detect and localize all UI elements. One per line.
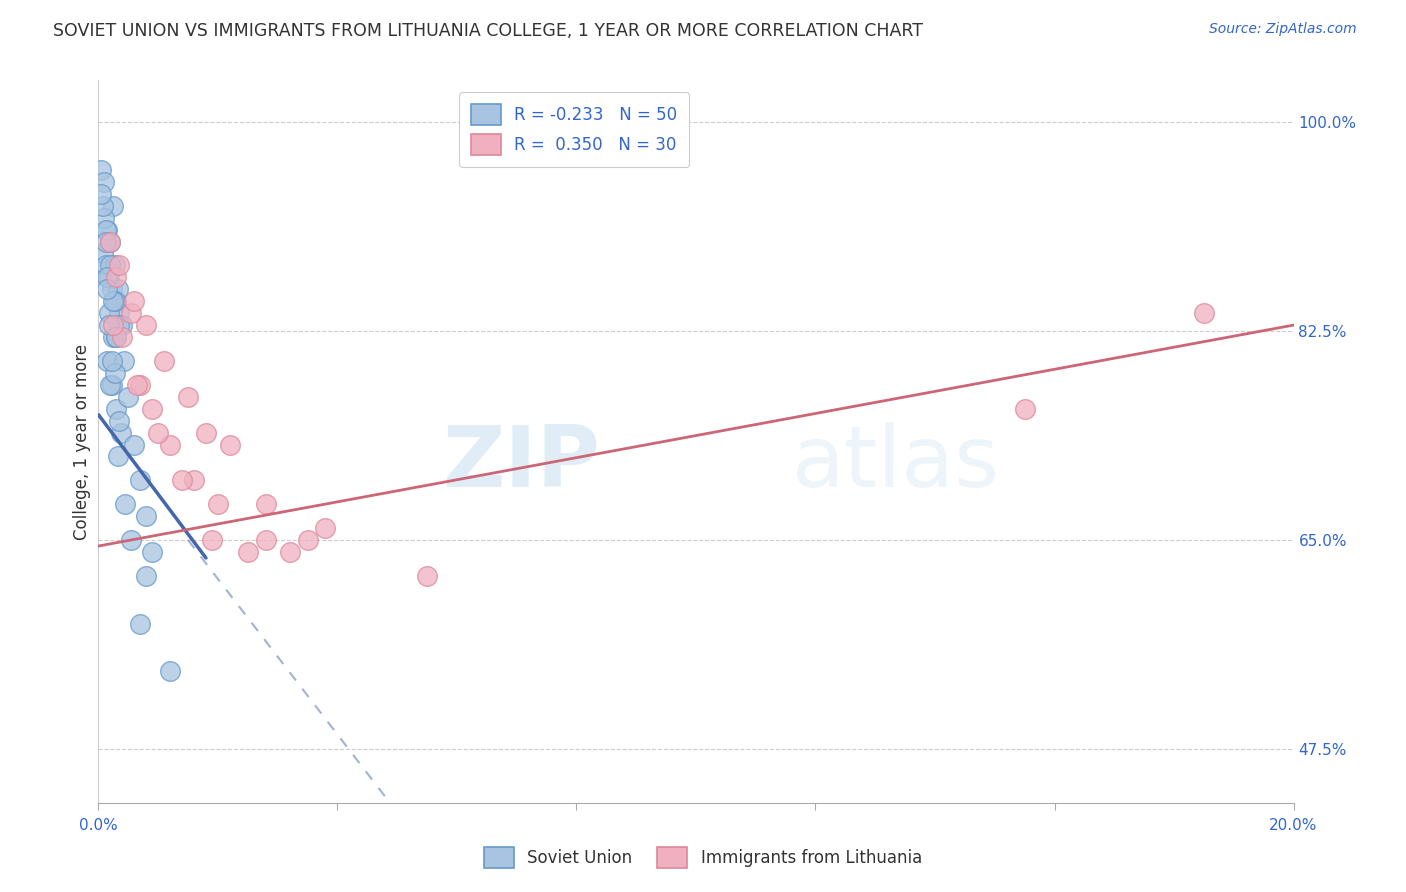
Point bbox=[416, 569, 439, 583]
Point bbox=[100, 377, 122, 392]
Point bbox=[100, 282, 122, 296]
Point bbox=[104, 259, 127, 273]
Point bbox=[114, 497, 136, 511]
Point bbox=[153, 354, 176, 368]
Point bbox=[98, 270, 121, 285]
Point bbox=[254, 533, 277, 547]
Point bbox=[103, 199, 125, 213]
Point bbox=[159, 437, 181, 451]
Point bbox=[90, 186, 112, 201]
Point bbox=[111, 330, 134, 344]
Point bbox=[104, 366, 127, 380]
Point bbox=[177, 390, 200, 404]
Point bbox=[315, 521, 337, 535]
Legend: R = -0.233   N = 50, R =  0.350   N = 30: R = -0.233 N = 50, R = 0.350 N = 30 bbox=[460, 92, 689, 167]
Point bbox=[135, 509, 157, 524]
Point bbox=[111, 318, 134, 332]
Point bbox=[141, 545, 163, 559]
Point bbox=[108, 259, 131, 273]
Point bbox=[98, 235, 122, 249]
Point bbox=[96, 270, 118, 285]
Text: SOVIET UNION VS IMMIGRANTS FROM LITHUANIA COLLEGE, 1 YEAR OR MORE CORRELATION CH: SOVIET UNION VS IMMIGRANTS FROM LITHUANI… bbox=[53, 22, 924, 40]
Point bbox=[103, 330, 125, 344]
Legend: Soviet Union, Immigrants from Lithuania: Soviet Union, Immigrants from Lithuania bbox=[477, 840, 929, 875]
Point bbox=[129, 616, 152, 631]
Point bbox=[207, 497, 229, 511]
Point bbox=[98, 377, 122, 392]
Point bbox=[105, 330, 128, 344]
Point bbox=[104, 294, 127, 309]
Point bbox=[219, 437, 242, 451]
Point bbox=[120, 306, 142, 320]
Point bbox=[103, 318, 125, 332]
Point bbox=[98, 318, 121, 332]
Point bbox=[110, 425, 132, 440]
Point bbox=[183, 474, 205, 488]
Point bbox=[108, 414, 131, 428]
Point bbox=[135, 569, 157, 583]
Point bbox=[201, 533, 224, 547]
Point bbox=[129, 377, 152, 392]
Point bbox=[100, 354, 122, 368]
Point bbox=[236, 545, 259, 559]
Point bbox=[91, 199, 114, 213]
Point bbox=[148, 425, 170, 440]
Point bbox=[117, 390, 139, 404]
Point bbox=[91, 246, 114, 260]
Point bbox=[105, 330, 128, 344]
Point bbox=[98, 235, 122, 249]
Point bbox=[254, 497, 277, 511]
Point bbox=[172, 474, 194, 488]
Point bbox=[103, 294, 125, 309]
Point bbox=[159, 665, 181, 679]
Point bbox=[105, 294, 128, 309]
Point bbox=[90, 162, 112, 177]
Point bbox=[107, 450, 129, 464]
Point bbox=[93, 175, 115, 189]
Point bbox=[107, 282, 129, 296]
Point bbox=[94, 235, 117, 249]
Point bbox=[96, 222, 118, 236]
Text: ZIP: ZIP bbox=[443, 422, 600, 505]
Point bbox=[98, 259, 122, 273]
Point bbox=[108, 306, 131, 320]
Point bbox=[1014, 401, 1036, 416]
Point bbox=[96, 354, 118, 368]
Point bbox=[94, 222, 117, 236]
Point bbox=[297, 533, 319, 547]
Point bbox=[129, 474, 152, 488]
Point bbox=[141, 401, 163, 416]
Point bbox=[93, 211, 115, 225]
Point bbox=[1192, 306, 1215, 320]
Y-axis label: College, 1 year or more: College, 1 year or more bbox=[73, 343, 91, 540]
Point bbox=[96, 282, 118, 296]
Point bbox=[127, 377, 149, 392]
Point bbox=[120, 533, 142, 547]
Text: Source: ZipAtlas.com: Source: ZipAtlas.com bbox=[1209, 22, 1357, 37]
Text: atlas: atlas bbox=[792, 422, 1000, 505]
Point bbox=[278, 545, 301, 559]
Point bbox=[124, 294, 146, 309]
Point bbox=[108, 318, 131, 332]
Point bbox=[94, 259, 117, 273]
Point bbox=[124, 437, 146, 451]
Point bbox=[135, 318, 157, 332]
Point bbox=[105, 270, 128, 285]
Point bbox=[112, 354, 135, 368]
Point bbox=[105, 401, 128, 416]
Point bbox=[195, 425, 218, 440]
Point bbox=[98, 306, 121, 320]
